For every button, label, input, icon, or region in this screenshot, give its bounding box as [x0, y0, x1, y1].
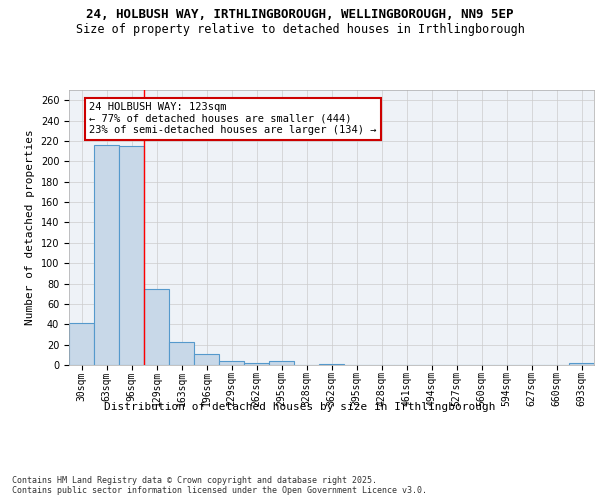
Text: Size of property relative to detached houses in Irthlingborough: Size of property relative to detached ho… [76, 22, 524, 36]
Bar [569, 363, 594, 365]
Y-axis label: Number of detached properties: Number of detached properties [25, 130, 35, 326]
Bar [94, 145, 119, 365]
Bar [269, 361, 294, 365]
Bar [169, 342, 194, 365]
Text: 24 HOLBUSH WAY: 123sqm
← 77% of detached houses are smaller (444)
23% of semi-de: 24 HOLBUSH WAY: 123sqm ← 77% of detached… [89, 102, 377, 136]
Text: Distribution of detached houses by size in Irthlingborough: Distribution of detached houses by size … [104, 402, 496, 412]
Bar [144, 288, 169, 365]
Bar [244, 363, 269, 365]
Bar [119, 146, 144, 365]
Text: Contains HM Land Registry data © Crown copyright and database right 2025.
Contai: Contains HM Land Registry data © Crown c… [12, 476, 427, 495]
Text: 24, HOLBUSH WAY, IRTHLINGBOROUGH, WELLINGBOROUGH, NN9 5EP: 24, HOLBUSH WAY, IRTHLINGBOROUGH, WELLIN… [86, 8, 514, 20]
Bar [69, 323, 94, 365]
Bar [194, 354, 219, 365]
Bar [219, 361, 244, 365]
Bar [319, 364, 344, 365]
